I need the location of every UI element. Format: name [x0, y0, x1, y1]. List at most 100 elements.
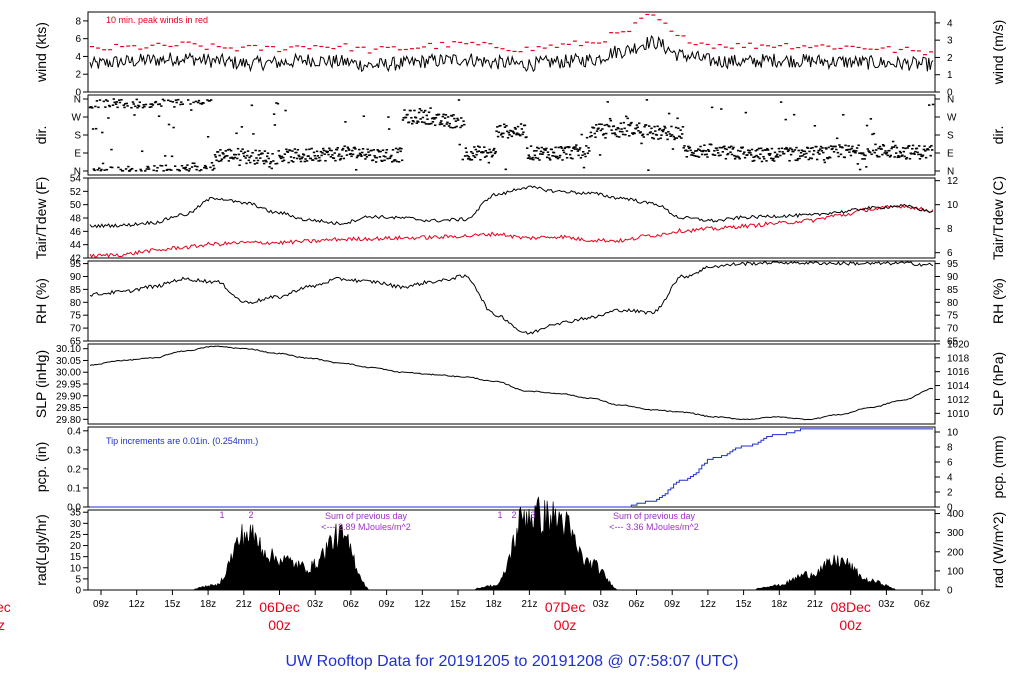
left-axis-label: Tair/Tdew (F)	[33, 177, 49, 259]
right-axis-label: wind (m/s)	[990, 20, 1006, 86]
x-tick-label: 21z	[807, 599, 823, 610]
panel-frame	[87, 343, 936, 425]
daily-sum-title: Sum of previous day	[325, 511, 408, 521]
left-tick-label: 10	[70, 563, 82, 574]
date-label-time: 00z	[268, 617, 291, 633]
right-tick-label: 3	[947, 36, 953, 47]
left-tick-label: 52	[70, 187, 82, 198]
left-tick-label: 2	[75, 70, 81, 81]
left-tick-label: 35	[70, 508, 82, 519]
radiation-area	[90, 496, 933, 591]
humidity-line	[89, 261, 934, 335]
left-tick-label: 0.4	[67, 426, 81, 437]
panel-direction: dir. dir.N NE ES SW WN N	[33, 94, 1006, 178]
left-tick-label: 0.3	[67, 445, 81, 456]
right-tick-label: 6	[947, 248, 953, 259]
left-tick-label: 8	[75, 16, 81, 27]
right-tick-label: S	[947, 131, 954, 142]
left-tick-label: 90	[70, 272, 82, 283]
panel-precipitation: pcp. (in) pcp. (mm) 0.0 0.1 0.2 0.3 0.4 0 2 4 6 8 10…	[33, 426, 1006, 513]
left-tick-label: 46	[70, 227, 82, 238]
right-tick-label: 400	[947, 509, 964, 520]
x-tick-label: 15z	[450, 599, 466, 610]
right-tick-label: 6	[947, 458, 953, 469]
left-tick-label: 42	[70, 254, 82, 265]
peak-marker: 3	[530, 510, 535, 520]
right-axis-label: rad (W/m^2)	[990, 512, 1006, 589]
left-tick-label: 70	[70, 324, 82, 335]
right-tick-label: 8	[947, 443, 953, 454]
left-tick-label: 30	[70, 519, 82, 530]
left-tick-label: 0.1	[67, 483, 81, 494]
chart-title: UW Rooftop Data for 20191205 to 20191208…	[286, 653, 739, 670]
x-tick-label: 12z	[129, 599, 145, 610]
right-tick-label: 80	[947, 298, 959, 309]
left-tick-label: S	[74, 131, 81, 142]
peak-marker: 2	[248, 510, 253, 520]
left-axis-label: SLP (inHg)	[33, 350, 49, 418]
x-tick-label: 06z	[914, 599, 930, 610]
right-tick-label: 90	[947, 272, 959, 283]
left-tick-label: 25	[70, 530, 82, 541]
right-tick-label: N	[947, 95, 954, 106]
left-tick-label: 6	[75, 34, 81, 45]
right-tick-label: 65	[947, 337, 959, 348]
left-tick-label: 0	[75, 88, 81, 99]
right-tick-label: 1014	[947, 381, 970, 392]
left-tick-label: 50	[70, 200, 82, 211]
peak-marker: 1	[497, 510, 502, 520]
x-tick-label: 15z	[164, 599, 180, 610]
date-label-clipped-day: ec	[0, 599, 11, 615]
right-tick-label: 1010	[947, 409, 970, 420]
left-tick-label: N	[74, 95, 81, 106]
right-tick-label: 8	[947, 224, 953, 235]
right-axis-label: Tair/Tdew (C)	[990, 176, 1006, 260]
left-tick-label: N	[74, 167, 81, 178]
panel-frame	[87, 177, 936, 259]
left-tick-label: 75	[70, 311, 82, 322]
right-tick-label: 10	[947, 428, 959, 439]
daily-sum-value: <--- 2.89 MJoules/m^2	[321, 522, 411, 532]
left-tick-label: 4	[75, 52, 81, 63]
left-tick-label: 44	[70, 240, 82, 251]
daily-sum-title: Sum of previous day	[613, 511, 696, 521]
x-tick-label: 18z	[200, 599, 216, 610]
right-tick-label: 12	[947, 176, 959, 187]
x-tick-label: 21z	[521, 599, 537, 610]
right-tick-label: 85	[947, 285, 959, 296]
left-tick-label: 0.0	[67, 503, 81, 514]
left-tick-label: 15	[70, 552, 82, 563]
panel-radiation: rad(Lgly/hr) rad (W/m^2)05101520253035010…	[33, 496, 1006, 597]
daily-sum-value: <--- 3.36 MJoules/m^2	[609, 522, 699, 532]
left-tick-label: 29.95	[56, 380, 81, 391]
right-tick-label: 75	[947, 311, 959, 322]
right-tick-label: 100	[947, 566, 964, 577]
right-tick-label: 4	[947, 18, 953, 29]
right-axis-label: pcp. (mm)	[990, 436, 1006, 499]
left-tick-label: 54	[70, 174, 82, 185]
date-label-clipped-time: z	[0, 617, 5, 633]
x-tick-label: 12z	[700, 599, 716, 610]
x-tick-label: 09z	[93, 599, 109, 610]
right-tick-label: W	[947, 113, 957, 124]
dewpoint-line	[89, 204, 934, 258]
right-tick-label: 1	[947, 70, 953, 81]
precipitation-line	[90, 428, 933, 508]
right-tick-label: 0	[947, 88, 953, 99]
left-tick-label: 20	[70, 541, 82, 552]
panel-pressure: SLP (inHg) SLP (hPa)29.8029.8529.9029.953…	[33, 339, 1006, 425]
left-tick-label: 30.10	[56, 344, 81, 355]
peak-marker: 1	[219, 510, 224, 520]
x-tick-label: 06z	[628, 599, 644, 610]
left-axis-label: wind (kts)	[33, 22, 49, 83]
right-tick-label: 0	[947, 503, 953, 514]
x-tick-label: 03z	[878, 599, 894, 610]
panel-humidity: RH (%) RH (%) 65 70 75 80 85 90 95 65 70 75 80 85 90 95	[33, 259, 1006, 347]
x-tick-label: 06z	[343, 599, 359, 610]
right-axis-label: RH (%)	[990, 278, 1006, 324]
x-tick-label: 18z	[486, 599, 502, 610]
left-axis-label: pcp. (in)	[33, 442, 49, 493]
x-tick-label: 18z	[771, 599, 787, 610]
